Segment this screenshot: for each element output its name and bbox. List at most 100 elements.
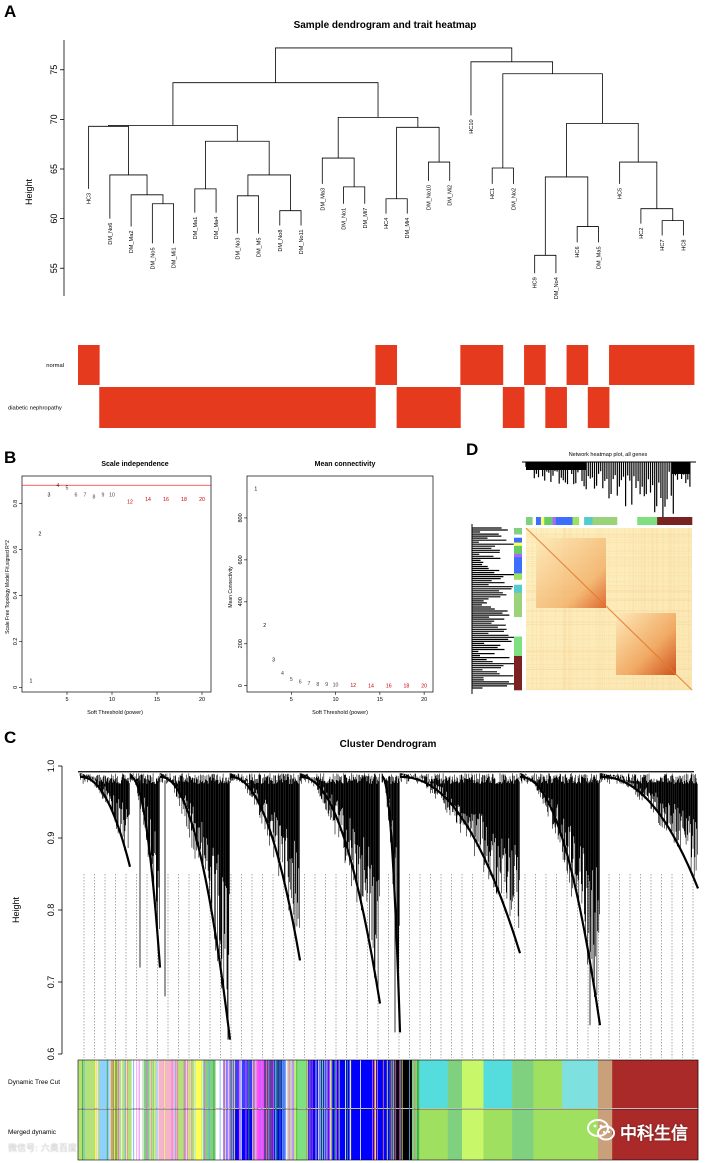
leaf-label: HC1 (490, 188, 496, 199)
dynamic-tree-cut-segment (231, 1060, 254, 1108)
scale-independence-title: Scale independence (101, 461, 168, 468)
bars-frame (77, 1059, 699, 1161)
leaf-label: HC3 (87, 193, 93, 204)
trait-row-label: normal (46, 363, 64, 369)
dynamic-tree-cut-segment (483, 1060, 513, 1108)
data-point: 20 (421, 683, 427, 689)
panel-a-title: Sample dendrogram and trait heatmap (294, 20, 477, 31)
data-point: 9 (102, 492, 105, 498)
trait-cell (141, 387, 164, 428)
merged-dynamic-segment (131, 1109, 143, 1160)
module-streak (418, 1060, 420, 1160)
leaf-label: DM_Ma3 (320, 188, 326, 211)
merged-dynamic-segment (142, 1109, 157, 1160)
dynamic-tree-cut-segment (178, 1060, 197, 1108)
module-streak (349, 1060, 351, 1160)
data-point: 10 (109, 492, 115, 498)
module-color (592, 517, 618, 525)
leaf-label: DM_No8 (278, 230, 284, 252)
leaf-label: HC8 (681, 239, 687, 250)
network-heatmap-title: Network heatmap plot, all genes (569, 452, 648, 458)
trait-cell (269, 387, 291, 428)
module-streak (175, 1060, 177, 1160)
data-point: 2 (39, 531, 42, 537)
module-streak (279, 1060, 281, 1160)
leaf-label: DM_Mi1 (172, 247, 178, 268)
module-streak (142, 1060, 144, 1160)
module-streak (288, 1060, 290, 1160)
merged-dynamic-segment (394, 1109, 413, 1160)
module-streak (372, 1060, 374, 1160)
leaf-label: HC4 (384, 218, 390, 229)
module-streak (121, 1060, 123, 1160)
tree-arc (381, 775, 402, 1033)
module-streak (399, 1060, 401, 1160)
trait-cell (120, 387, 143, 428)
module-color (514, 534, 522, 539)
panel-letter-c: C (4, 728, 17, 747)
module-streak (284, 1060, 286, 1160)
tree-branch (396, 126, 440, 199)
module-streak (338, 1060, 340, 1160)
tree-arc (79, 775, 132, 868)
data-point: 4 (57, 483, 60, 489)
dynamic-tree-cut-segment (533, 1060, 563, 1108)
module-streak (118, 1060, 119, 1160)
dynamic-tree-cut-segment (612, 1060, 699, 1108)
tree-branch (130, 194, 164, 227)
module-streak (149, 1060, 151, 1160)
top-tree-branches (525, 462, 691, 518)
module-streak (156, 1060, 158, 1160)
module-streak (204, 1060, 205, 1160)
module-streak (190, 1060, 192, 1160)
x-tick-label: 5 (65, 697, 68, 703)
data-point: 5 (290, 677, 293, 683)
tree-branch (109, 174, 148, 219)
module-streak (320, 1060, 322, 1160)
module-streak (326, 1060, 328, 1160)
module-color (572, 517, 580, 525)
module-streak (399, 1060, 401, 1160)
trait-cell (184, 387, 206, 428)
trait-cell (630, 345, 652, 385)
dynamic-tree-cut-segment (286, 1060, 295, 1108)
x-tick-label: 20 (421, 697, 427, 703)
mean-connectivity-title: Mean connectivity (315, 461, 376, 468)
module-streak (272, 1060, 274, 1160)
dynamic-tree-cut-segment (597, 1060, 613, 1108)
tree-branch (544, 176, 589, 256)
leaf-label: HC5 (618, 188, 624, 199)
module-streak (224, 1060, 226, 1160)
cluster-dendrogram-dashed-lines (83, 874, 694, 1058)
network-left-module-colors (514, 528, 522, 691)
network-top-module-colors (526, 517, 693, 525)
watermark-right: 中科生信 (620, 1124, 688, 1144)
module-streak (334, 1060, 336, 1160)
module-streak (283, 1060, 285, 1160)
dynamic-tree-cut-segment (253, 1060, 265, 1108)
y-tick-label: 55 (49, 263, 59, 273)
module-color (555, 517, 573, 525)
data-point: 2 (263, 623, 266, 629)
leaf-label: DM_No5 (150, 247, 156, 269)
cluster-dendrogram-ylabel: Height (11, 896, 21, 923)
data-point: 16 (163, 497, 169, 503)
plot-frame (246, 475, 434, 693)
dynamic-tree-cut-segment (447, 1060, 463, 1108)
module-streak (275, 1060, 277, 1160)
trait-cell (290, 387, 313, 428)
tree-branch (151, 203, 174, 244)
module-streak (208, 1060, 210, 1160)
module-color (526, 517, 533, 525)
tree-branch-cluster (159, 773, 230, 1017)
module-streak (81, 1060, 83, 1160)
module-streak (164, 1060, 165, 1160)
data-point: 20 (199, 497, 205, 503)
module-streak (328, 1060, 330, 1160)
leaf-label: DM_No2 (511, 188, 517, 210)
tree-branch-cluster (299, 773, 380, 993)
data-point: 3 (48, 492, 51, 498)
data-point: 10 (333, 683, 339, 689)
data-point: 18 (181, 497, 187, 503)
tree-branch (566, 122, 639, 177)
